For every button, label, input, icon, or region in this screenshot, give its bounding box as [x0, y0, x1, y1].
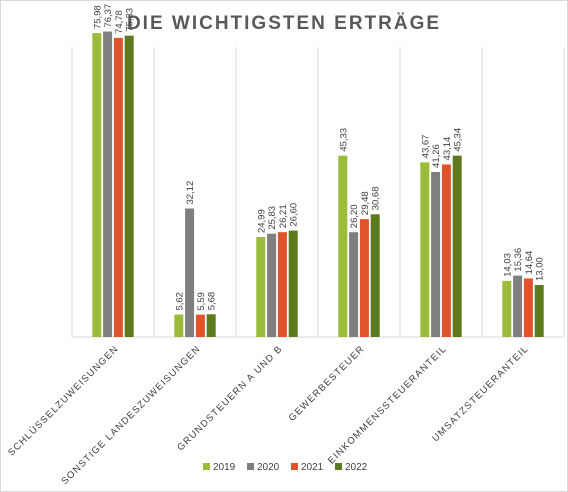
data-label: 5,68 — [207, 292, 218, 311]
data-label: 75,33 — [125, 8, 136, 32]
bar-2022-2 — [206, 314, 216, 337]
legend-label: 2020 — [257, 462, 280, 473]
data-label: 14,64 — [524, 251, 535, 275]
data-label: 26,21 — [278, 204, 289, 228]
data-label: 45,33 — [338, 128, 349, 152]
data-label: 26,20 — [349, 204, 360, 228]
bar-2020-5 — [431, 171, 441, 337]
data-label: 24,99 — [256, 209, 267, 233]
bars — [92, 31, 544, 338]
category-label: SONSTIGE LANDESZUWEISUNGEN — [59, 343, 203, 487]
bar-2022-5 — [452, 155, 462, 337]
data-label: 41,26 — [431, 144, 442, 168]
legend: 2019 2020 2021 2022 — [203, 462, 368, 473]
legend-swatch — [335, 463, 342, 470]
category-label: UMSATZSTEUERANTEIL — [430, 343, 531, 444]
data-label: 32,12 — [185, 181, 196, 205]
category-gridlines — [71, 47, 565, 338]
bar-2020-6 — [513, 275, 523, 337]
bar-2021-4 — [359, 219, 369, 337]
data-label: 26,60 — [289, 203, 300, 227]
bar-2022-3 — [288, 230, 298, 337]
bar-2019-2 — [174, 314, 184, 337]
bar-2020-4 — [349, 232, 359, 337]
data-label: 43,14 — [442, 137, 453, 161]
legend-swatch — [291, 463, 298, 470]
data-label: 13,00 — [535, 257, 546, 281]
bar-2021-2 — [195, 314, 205, 337]
data-label: 76,37 — [103, 4, 114, 28]
category-label: GEWERBESTEUER — [287, 343, 367, 423]
data-label: 5,62 — [174, 292, 185, 311]
bar-2020-2 — [185, 208, 195, 337]
data-label: 14,03 — [502, 253, 513, 277]
bar-2021-3 — [277, 232, 287, 337]
legend-swatch — [247, 463, 254, 470]
bar-2019-3 — [256, 237, 266, 337]
bar-2020-1 — [103, 31, 113, 338]
bar-2019-1 — [92, 33, 102, 337]
bar-2022-1 — [124, 35, 134, 338]
legend-label: 2021 — [301, 462, 324, 473]
bar-2021-1 — [113, 37, 123, 337]
chart-title: DIE WICHTIGSTEN ERTRÄGE — [127, 13, 441, 34]
bar-2021-6 — [523, 278, 533, 337]
bar-2022-6 — [534, 285, 544, 337]
bar-2019-4 — [338, 155, 348, 337]
bar-2022-4 — [370, 214, 380, 337]
bar-2021-5 — [441, 164, 451, 337]
data-label: 29,48 — [360, 191, 371, 215]
data-label: 74,78 — [114, 10, 125, 34]
data-label: 30,68 — [371, 186, 382, 210]
legend-label: 2019 — [213, 462, 236, 473]
legend-swatch — [203, 463, 210, 470]
data-label: 43,67 — [420, 135, 431, 159]
data-label: 15,36 — [513, 248, 524, 272]
data-label: 75,98 — [92, 5, 103, 29]
bar-2019-6 — [502, 280, 512, 337]
bar-2020-3 — [267, 233, 277, 337]
data-label: 45,34 — [453, 128, 464, 152]
legend-label: 2022 — [345, 462, 368, 473]
data-label: 25,83 — [267, 206, 278, 230]
data-label: 5,59 — [196, 292, 207, 311]
bar-2019-5 — [420, 162, 430, 337]
data-labels: 75,98 76,37 74,78 75,33 5,62 32,12 5,59 5,68 24,… — [92, 4, 545, 311]
